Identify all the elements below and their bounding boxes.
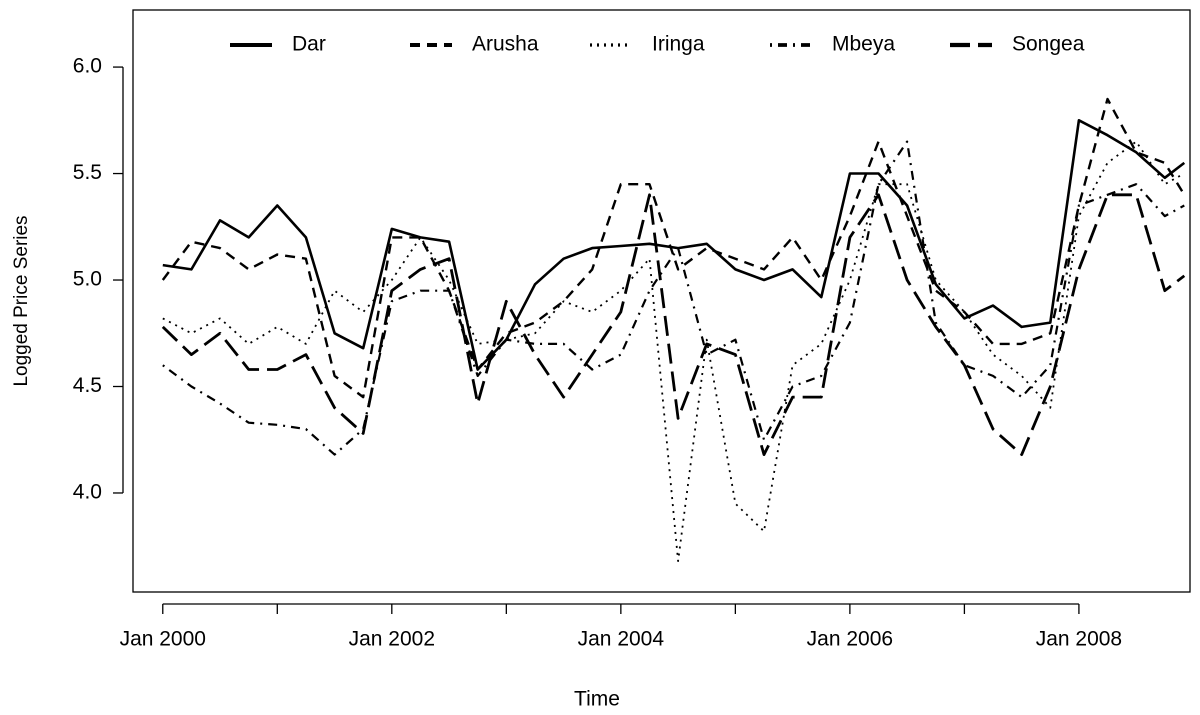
legend-label: Songea <box>1012 33 1085 56</box>
plot-frame <box>132 9 1191 593</box>
x-axis-label: Time <box>574 688 620 711</box>
series-line <box>162 140 1185 456</box>
x-tick-label: Jan 2008 <box>1036 628 1122 651</box>
legend-label: Dar <box>292 33 326 56</box>
y-axis-label: Logged Price Series <box>11 215 32 386</box>
y-tick-label: 4.0 <box>73 481 102 504</box>
legend-label: Arusha <box>472 33 539 56</box>
legend-label: Iringa <box>652 33 705 56</box>
y-tick-label: 4.5 <box>73 374 102 397</box>
series-line <box>161 193 1186 456</box>
x-tick-label: Jan 2000 <box>120 628 206 651</box>
y-tick-label: 5.5 <box>73 161 102 184</box>
x-tick-label: Jan 2006 <box>807 628 893 651</box>
series-line <box>161 97 1186 399</box>
legend-label: Mbeya <box>832 33 895 56</box>
x-tick-label: Jan 2002 <box>349 628 435 651</box>
y-tick-label: 5.0 <box>73 268 102 291</box>
y-tick-label: 6.0 <box>73 55 102 78</box>
series-line <box>162 140 1185 562</box>
x-tick-label: Jan 2004 <box>578 628 665 651</box>
series-line <box>162 119 1186 371</box>
